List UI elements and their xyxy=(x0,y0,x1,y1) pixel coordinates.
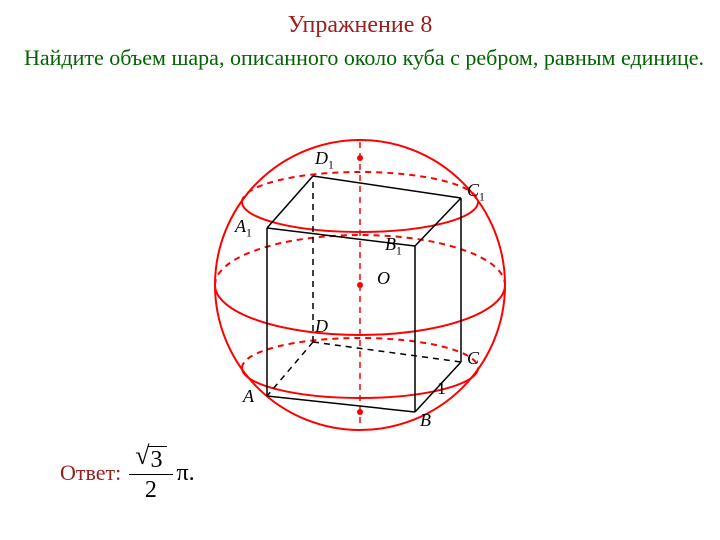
vertex-label-D1: D1 xyxy=(315,148,334,172)
denominator: 2 xyxy=(145,475,157,502)
pi-term: π. xyxy=(177,460,195,487)
vertex-label-C1: C1 xyxy=(467,180,485,204)
radicand: 3 xyxy=(148,446,167,472)
answer-label: Ответ: xyxy=(60,460,121,486)
vertex-label-O: O xyxy=(377,268,390,289)
vertex-label-B: B xyxy=(420,410,431,431)
vertex-label-A: A xyxy=(243,386,254,407)
problem-statement: Найдите объем шара, описанного около куб… xyxy=(24,44,704,72)
vertex-label-D: D xyxy=(315,316,328,337)
vertex-label-B1: B1 xyxy=(385,234,402,258)
answer: Ответ: √ 3 2 π. xyxy=(60,444,195,502)
vertex-label-A1: A1 xyxy=(235,216,252,240)
figure-svg xyxy=(185,120,535,450)
figure-cube-in-sphere: A B C D A1 B1 C1 D1 O 1 xyxy=(185,120,535,450)
vertex-label-C: C xyxy=(467,348,479,369)
exercise-title: Упражнение 8 xyxy=(0,12,720,39)
sqrt-symbol: √ 3 xyxy=(135,444,166,472)
answer-fraction: √ 3 2 xyxy=(129,444,172,502)
vertex-label-one: 1 xyxy=(437,378,446,399)
